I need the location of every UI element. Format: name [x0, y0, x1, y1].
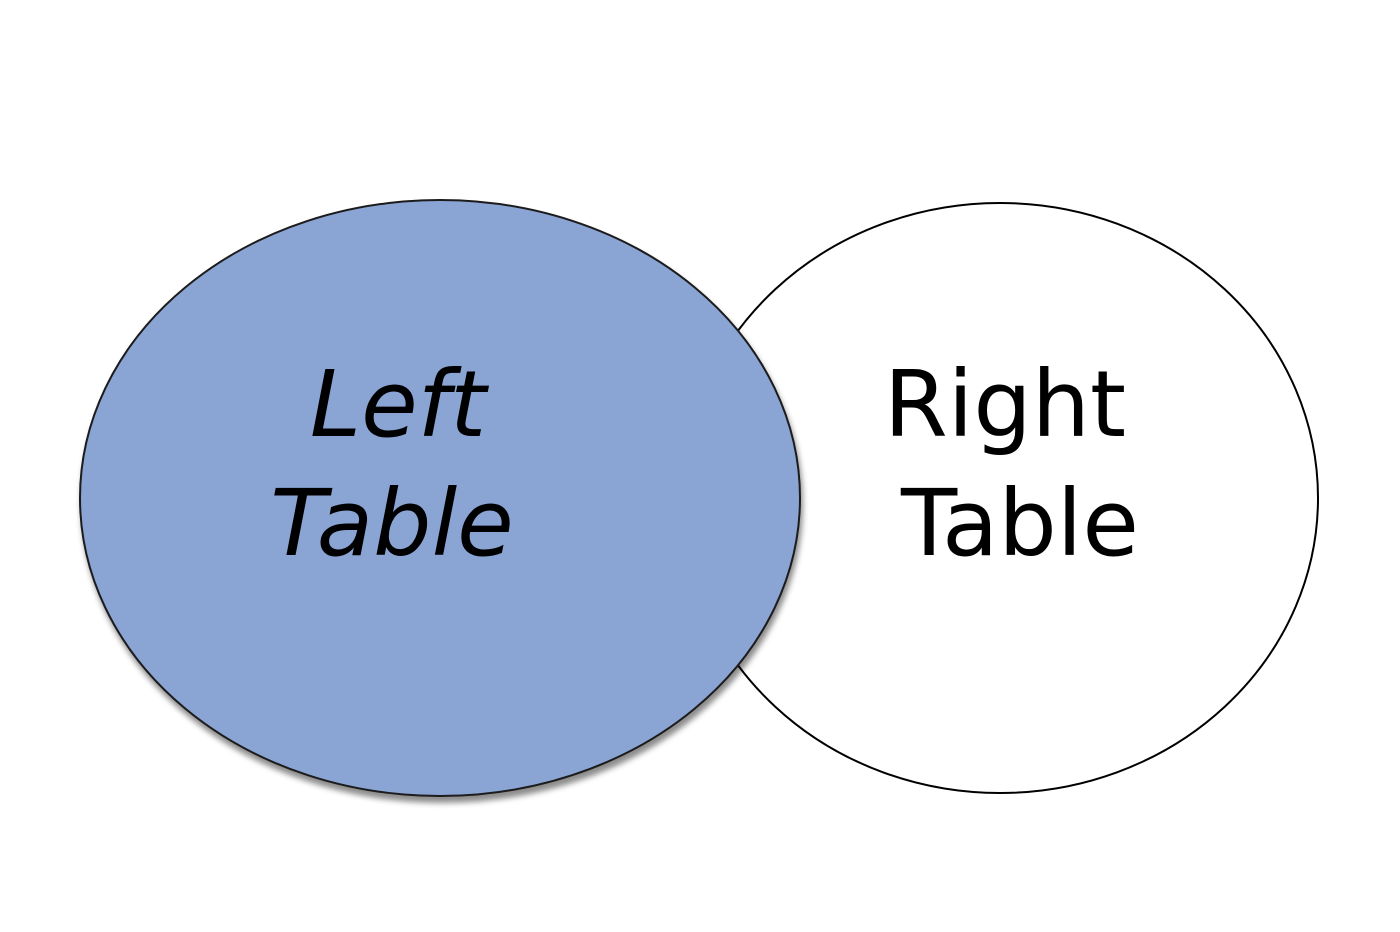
left-table-circle — [79, 199, 801, 797]
left-table-label-line1: Left — [310, 351, 489, 458]
right-table-label-line1: Right — [884, 351, 1126, 458]
left-table-label-line2: Table — [270, 470, 513, 577]
right-table-label-line2: Table — [900, 470, 1139, 577]
